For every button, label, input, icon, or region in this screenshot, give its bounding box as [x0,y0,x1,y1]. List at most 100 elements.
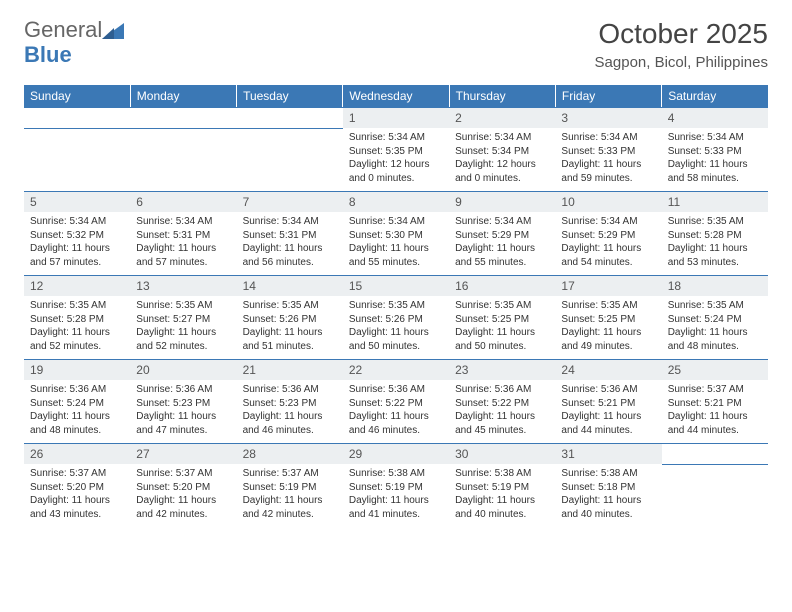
day-details: Sunrise: 5:34 AMSunset: 5:34 PMDaylight:… [449,128,555,191]
day-number: 23 [449,359,555,380]
calendar-cell [662,443,768,527]
day-details: Sunrise: 5:34 AMSunset: 5:30 PMDaylight:… [343,212,449,275]
day-details: Sunrise: 5:34 AMSunset: 5:31 PMDaylight:… [237,212,343,275]
weekday-header: Monday [130,85,236,107]
logo: GeneralBlue [24,18,124,66]
day-number: 30 [449,443,555,464]
day-number: 8 [343,191,449,212]
day-details: Sunrise: 5:38 AMSunset: 5:19 PMDaylight:… [343,464,449,527]
day-details: Sunrise: 5:35 AMSunset: 5:25 PMDaylight:… [555,296,661,359]
day-number: 20 [130,359,236,380]
calendar-cell: 19Sunrise: 5:36 AMSunset: 5:24 PMDayligh… [24,359,130,443]
calendar-cell: 28Sunrise: 5:37 AMSunset: 5:19 PMDayligh… [237,443,343,527]
logo-icon [104,20,124,43]
day-number: 26 [24,443,130,464]
day-details: Sunrise: 5:36 AMSunset: 5:23 PMDaylight:… [130,380,236,443]
day-number: 9 [449,191,555,212]
day-details: Sunrise: 5:34 AMSunset: 5:33 PMDaylight:… [662,128,768,191]
calendar-cell: 11Sunrise: 5:35 AMSunset: 5:28 PMDayligh… [662,191,768,275]
page-title: October 2025 [595,18,768,50]
day-number: 29 [343,443,449,464]
logo-text-b: Blue [24,42,72,67]
day-details: Sunrise: 5:35 AMSunset: 5:25 PMDaylight:… [449,296,555,359]
calendar-cell: 15Sunrise: 5:35 AMSunset: 5:26 PMDayligh… [343,275,449,359]
day-details: Sunrise: 5:34 AMSunset: 5:32 PMDaylight:… [24,212,130,275]
day-number: 1 [343,107,449,128]
calendar-cell: 14Sunrise: 5:35 AMSunset: 5:26 PMDayligh… [237,275,343,359]
day-number: 7 [237,191,343,212]
day-details: Sunrise: 5:34 AMSunset: 5:31 PMDaylight:… [130,212,236,275]
day-details: Sunrise: 5:38 AMSunset: 5:18 PMDaylight:… [555,464,661,527]
day-number: 16 [449,275,555,296]
day-details: Sunrise: 5:37 AMSunset: 5:20 PMDaylight:… [24,464,130,527]
day-details: Sunrise: 5:36 AMSunset: 5:24 PMDaylight:… [24,380,130,443]
day-details: Sunrise: 5:37 AMSunset: 5:20 PMDaylight:… [130,464,236,527]
calendar-cell: 16Sunrise: 5:35 AMSunset: 5:25 PMDayligh… [449,275,555,359]
logo-text-a: General [24,17,102,42]
calendar-cell: 25Sunrise: 5:37 AMSunset: 5:21 PMDayligh… [662,359,768,443]
calendar-cell: 12Sunrise: 5:35 AMSunset: 5:28 PMDayligh… [24,275,130,359]
weekday-header: Wednesday [343,85,449,107]
day-details: Sunrise: 5:35 AMSunset: 5:26 PMDaylight:… [237,296,343,359]
day-details: Sunrise: 5:34 AMSunset: 5:29 PMDaylight:… [449,212,555,275]
weekday-header: Friday [555,85,661,107]
calendar-cell: 7Sunrise: 5:34 AMSunset: 5:31 PMDaylight… [237,191,343,275]
day-number: 25 [662,359,768,380]
calendar-cell [130,107,236,191]
day-number: 19 [24,359,130,380]
day-number: 14 [237,275,343,296]
calendar-cell: 3Sunrise: 5:34 AMSunset: 5:33 PMDaylight… [555,107,661,191]
calendar-cell: 29Sunrise: 5:38 AMSunset: 5:19 PMDayligh… [343,443,449,527]
day-number: 27 [130,443,236,464]
weekday-header: Thursday [449,85,555,107]
calendar-cell: 5Sunrise: 5:34 AMSunset: 5:32 PMDaylight… [24,191,130,275]
day-details: Sunrise: 5:37 AMSunset: 5:21 PMDaylight:… [662,380,768,443]
day-number: 12 [24,275,130,296]
day-number: 3 [555,107,661,128]
weekday-header: Sunday [24,85,130,107]
page-subtitle: Sagpon, Bicol, Philippines [595,54,768,71]
day-number: 2 [449,107,555,128]
day-details: Sunrise: 5:34 AMSunset: 5:33 PMDaylight:… [555,128,661,191]
day-number: 15 [343,275,449,296]
calendar-cell: 4Sunrise: 5:34 AMSunset: 5:33 PMDaylight… [662,107,768,191]
day-details: Sunrise: 5:36 AMSunset: 5:23 PMDaylight:… [237,380,343,443]
calendar-cell: 10Sunrise: 5:34 AMSunset: 5:29 PMDayligh… [555,191,661,275]
calendar-cell [24,107,130,191]
calendar-cell: 9Sunrise: 5:34 AMSunset: 5:29 PMDaylight… [449,191,555,275]
day-number: 13 [130,275,236,296]
calendar-cell: 27Sunrise: 5:37 AMSunset: 5:20 PMDayligh… [130,443,236,527]
calendar-cell: 2Sunrise: 5:34 AMSunset: 5:34 PMDaylight… [449,107,555,191]
day-details: Sunrise: 5:35 AMSunset: 5:28 PMDaylight:… [662,212,768,275]
calendar-cell: 6Sunrise: 5:34 AMSunset: 5:31 PMDaylight… [130,191,236,275]
day-number: 4 [662,107,768,128]
day-details: Sunrise: 5:36 AMSunset: 5:22 PMDaylight:… [449,380,555,443]
calendar-cell [237,107,343,191]
calendar-cell: 26Sunrise: 5:37 AMSunset: 5:20 PMDayligh… [24,443,130,527]
day-number: 17 [555,275,661,296]
calendar-cell: 20Sunrise: 5:36 AMSunset: 5:23 PMDayligh… [130,359,236,443]
calendar-cell: 18Sunrise: 5:35 AMSunset: 5:24 PMDayligh… [662,275,768,359]
day-number: 5 [24,191,130,212]
calendar-cell: 13Sunrise: 5:35 AMSunset: 5:27 PMDayligh… [130,275,236,359]
day-details: Sunrise: 5:34 AMSunset: 5:35 PMDaylight:… [343,128,449,191]
day-details: Sunrise: 5:38 AMSunset: 5:19 PMDaylight:… [449,464,555,527]
day-number: 11 [662,191,768,212]
day-details: Sunrise: 5:36 AMSunset: 5:22 PMDaylight:… [343,380,449,443]
calendar-cell: 1Sunrise: 5:34 AMSunset: 5:35 PMDaylight… [343,107,449,191]
calendar-cell: 8Sunrise: 5:34 AMSunset: 5:30 PMDaylight… [343,191,449,275]
weekday-header: Saturday [662,85,768,107]
calendar-cell: 21Sunrise: 5:36 AMSunset: 5:23 PMDayligh… [237,359,343,443]
day-number: 28 [237,443,343,464]
calendar-cell: 24Sunrise: 5:36 AMSunset: 5:21 PMDayligh… [555,359,661,443]
calendar-cell: 30Sunrise: 5:38 AMSunset: 5:19 PMDayligh… [449,443,555,527]
day-details: Sunrise: 5:37 AMSunset: 5:19 PMDaylight:… [237,464,343,527]
day-details: Sunrise: 5:35 AMSunset: 5:28 PMDaylight:… [24,296,130,359]
day-number: 22 [343,359,449,380]
day-number: 18 [662,275,768,296]
day-details: Sunrise: 5:35 AMSunset: 5:27 PMDaylight:… [130,296,236,359]
calendar-cell: 23Sunrise: 5:36 AMSunset: 5:22 PMDayligh… [449,359,555,443]
day-details: Sunrise: 5:36 AMSunset: 5:21 PMDaylight:… [555,380,661,443]
weekday-header: Tuesday [237,85,343,107]
calendar-cell: 17Sunrise: 5:35 AMSunset: 5:25 PMDayligh… [555,275,661,359]
